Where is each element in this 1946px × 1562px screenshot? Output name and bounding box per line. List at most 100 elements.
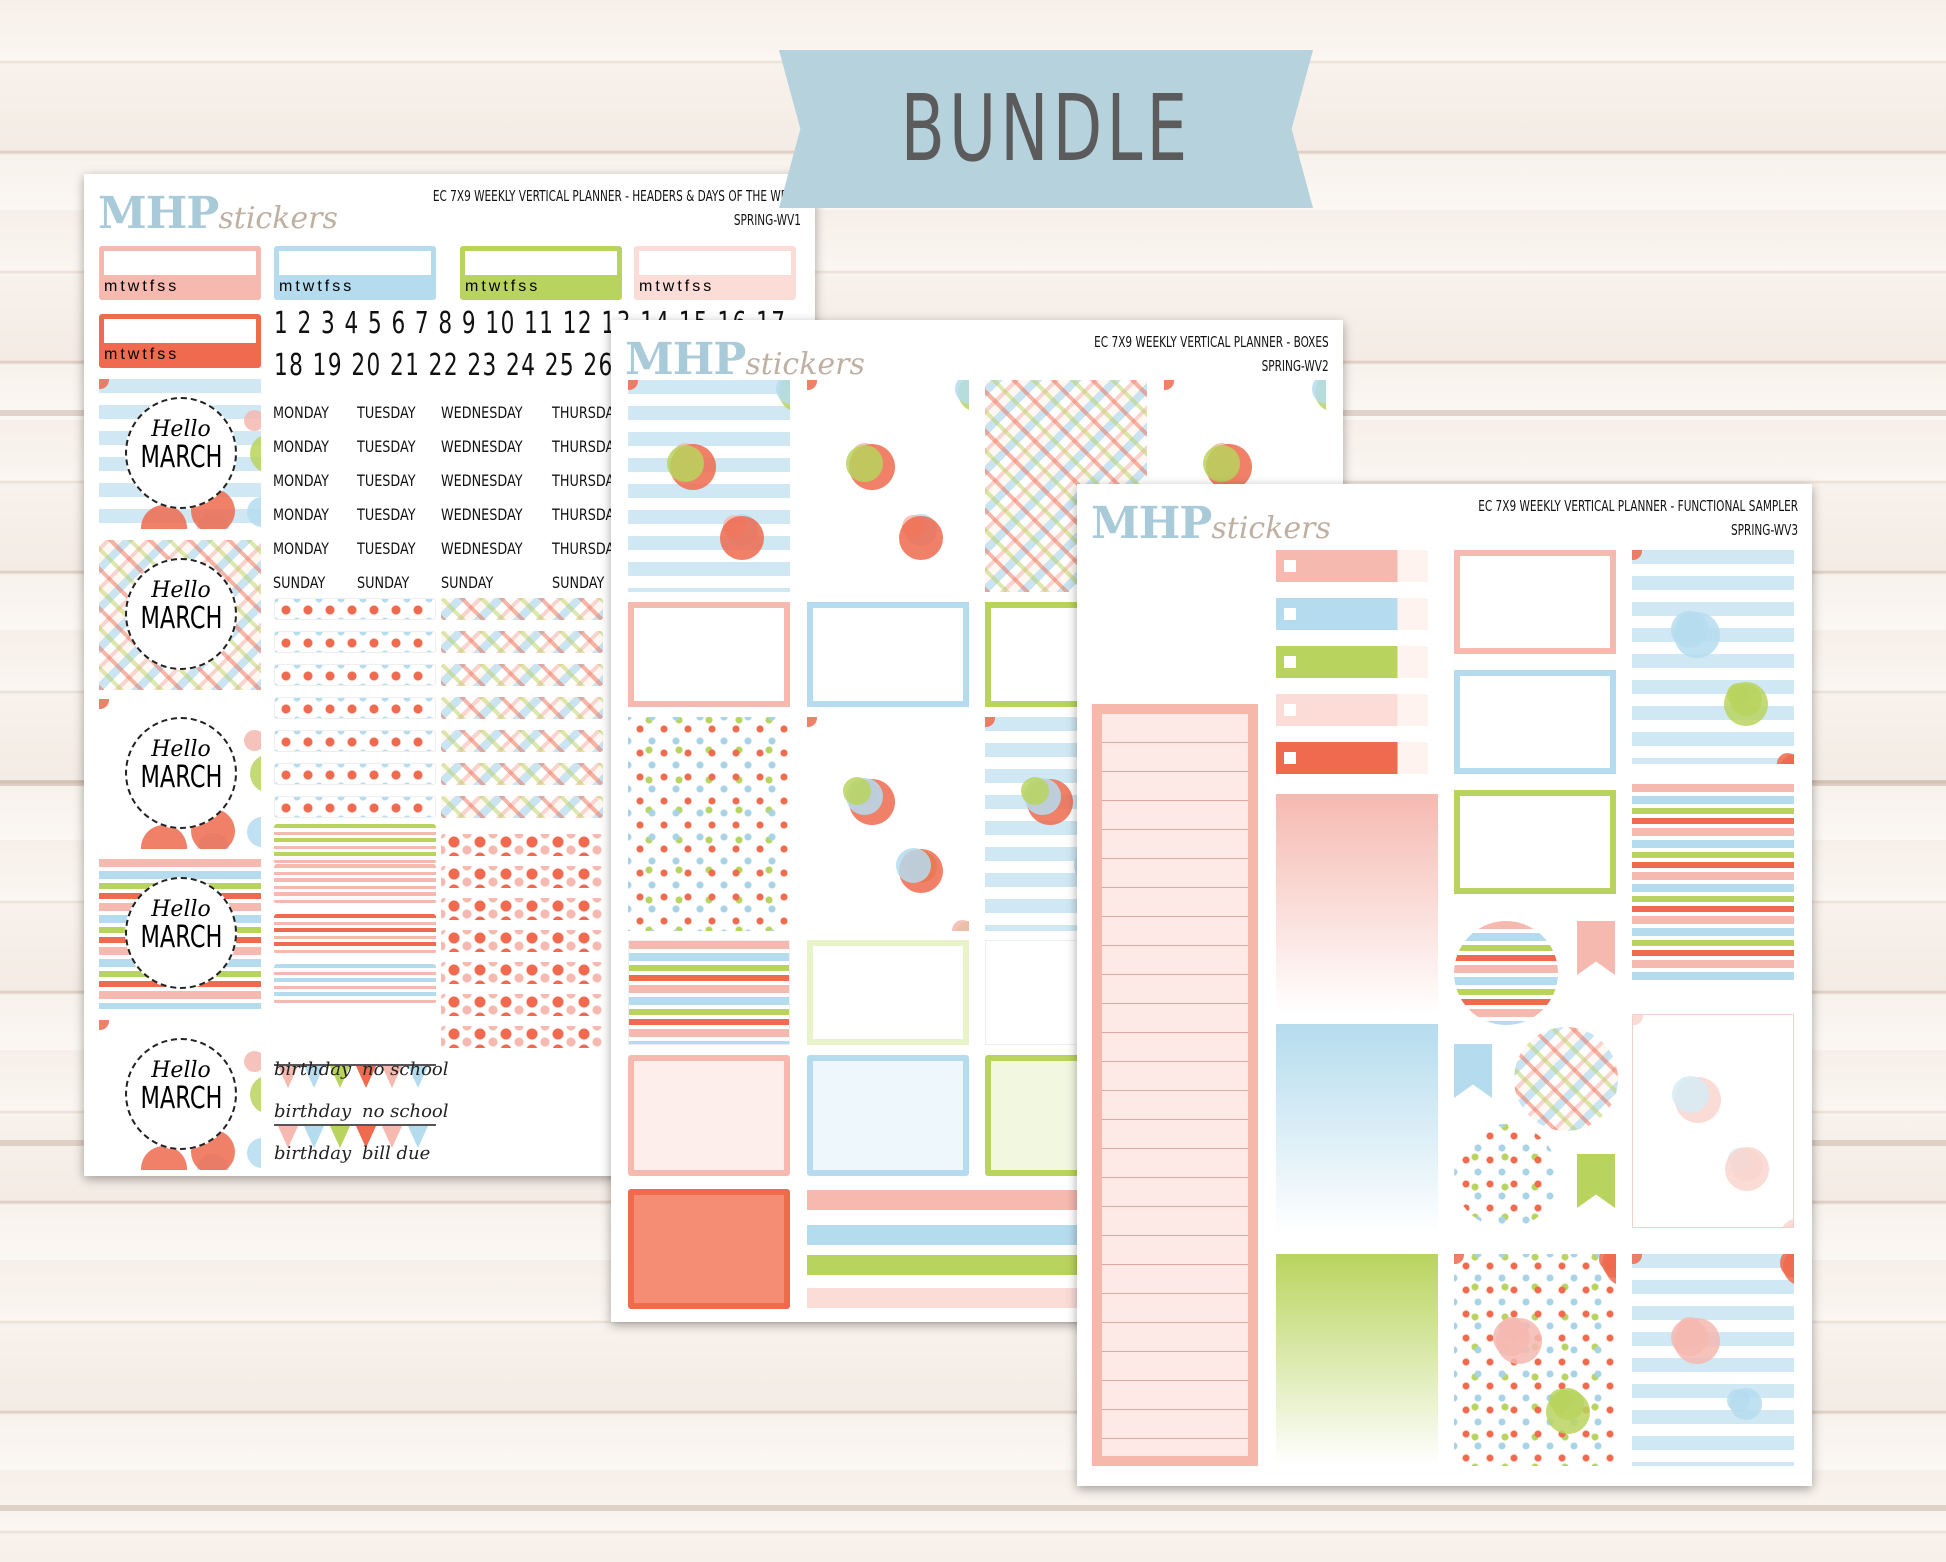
floral-strip (274, 664, 436, 686)
header-blank (639, 251, 791, 275)
bunting-flag (408, 1126, 428, 1148)
day-letter: t (295, 278, 300, 295)
striped-strip (274, 864, 436, 904)
hello-march-circle: Hello MARCH (125, 397, 237, 509)
day-letter: w (488, 278, 501, 295)
plaid-strip (441, 598, 603, 620)
floral-strip (441, 1026, 603, 1048)
flower-petal (1781, 1219, 1793, 1227)
hello-march-sticker: Hello MARCH (99, 699, 261, 849)
flower-petal (1493, 1319, 1530, 1356)
flower-petal (247, 497, 261, 527)
hello-text: Hello (151, 578, 211, 603)
gradient-box-sticker (1276, 1254, 1438, 1466)
floral-strip (441, 994, 603, 1016)
flower-petal (1546, 1390, 1590, 1434)
floral-strip (274, 697, 436, 719)
floral-strip (441, 898, 603, 920)
sheet-code: SPRING-WV1 (733, 211, 801, 229)
day-label: THURSDAY (552, 403, 622, 422)
flower-petal (952, 920, 969, 931)
logo-stickers: stickers (1211, 511, 1331, 546)
floral-strip (274, 796, 436, 818)
banner-label: BUNDLE (900, 75, 1192, 182)
day-letter: m (104, 278, 118, 295)
day-label: THURSDAY (552, 539, 622, 558)
tall-dotted-list-sticker (1092, 704, 1258, 1466)
hello-march-circle: Hello MARCH (125, 1038, 237, 1150)
header-box-sticker (1454, 550, 1616, 654)
plaid-circle-sticker (1514, 1027, 1618, 1131)
bunting-flag (408, 1066, 428, 1088)
bunting-flag (278, 1126, 298, 1148)
flower-petal (899, 516, 943, 560)
script-word-sticker: no school (362, 1059, 449, 1080)
bunting-flag (304, 1126, 324, 1148)
flower-petal (99, 1020, 109, 1030)
hello-text: Hello (151, 1058, 211, 1083)
day-letter: t (142, 278, 147, 295)
logo-mhp: MHP (1091, 498, 1212, 549)
hello-text: Hello (151, 897, 211, 922)
checkbox-icon (1284, 704, 1296, 716)
checkbox-icon (1284, 608, 1296, 620)
sheet-title-text: EC 7X9 WEEKLY VERTICAL PLANNER - FUNCTIO… (1478, 497, 1798, 515)
brand-logo: MHP stickers (1091, 498, 1331, 549)
sheet-title: EC 7X9 WEEKLY VERTICAL PLANNER - FUNCTIO… (1478, 494, 1798, 542)
day-label: MONDAY (273, 505, 329, 524)
day-label: MONDAY (273, 437, 329, 456)
plaid-strip (441, 796, 603, 818)
flower-petal (250, 434, 261, 473)
hello-march-circle: Hello MARCH (125, 717, 237, 829)
checklist-sticker (628, 1055, 790, 1176)
pattern-box-sticker (807, 380, 969, 592)
flower-petal (776, 380, 790, 404)
hello-march-sticker: Hello MARCH (99, 379, 261, 529)
march-text: MARCH (140, 1081, 223, 1116)
logo-mhp: MHP (98, 188, 219, 239)
day-letter: t (481, 278, 486, 295)
floral-strip (274, 631, 436, 653)
day-label: TUESDAY (357, 403, 416, 422)
flag-sticker (1577, 1154, 1615, 1208)
flower-petal (1021, 777, 1049, 805)
flag-tab-sticker (1276, 694, 1428, 726)
floral-strip (274, 598, 436, 620)
day-label: THURSDAY (552, 437, 622, 456)
striped-strip (274, 824, 436, 864)
flower-petal (99, 379, 109, 389)
hello-text: Hello (151, 417, 211, 442)
day-letter: s (692, 278, 701, 295)
floral-circle-sticker (1454, 1124, 1558, 1228)
striped-strip (274, 964, 436, 1004)
flower-petal (1777, 753, 1794, 764)
washi-stripe (807, 1288, 1147, 1308)
header-blank (104, 251, 256, 275)
march-text: MARCH (140, 440, 223, 475)
day-letter: w (127, 346, 140, 363)
header-box-sticker (1454, 670, 1616, 774)
flower-petal (247, 1138, 261, 1168)
day-letter: s (529, 278, 538, 295)
day-letter: m (465, 278, 479, 295)
floral-strip (441, 962, 603, 984)
header-blank (104, 319, 256, 343)
day-label: TUESDAY (357, 437, 416, 456)
day-label: MONDAY (273, 471, 329, 490)
flower-petal (1780, 1254, 1794, 1278)
day-letter: t (503, 278, 508, 295)
striped-box-sticker (628, 940, 790, 1045)
logo-stickers: stickers (218, 201, 338, 236)
checkbox-icon (1284, 560, 1296, 572)
march-text: MARCH (140, 760, 223, 795)
sheet-code: SPRING-WV2 (1261, 357, 1329, 375)
flower-petal (1632, 550, 1642, 560)
day-letter: t (677, 278, 682, 295)
bunting-sticker (274, 1124, 436, 1158)
floral-strip (274, 730, 436, 752)
blank-box-sticker (628, 602, 790, 707)
flower-petal (1727, 1389, 1750, 1412)
day-letter: s (157, 278, 166, 295)
